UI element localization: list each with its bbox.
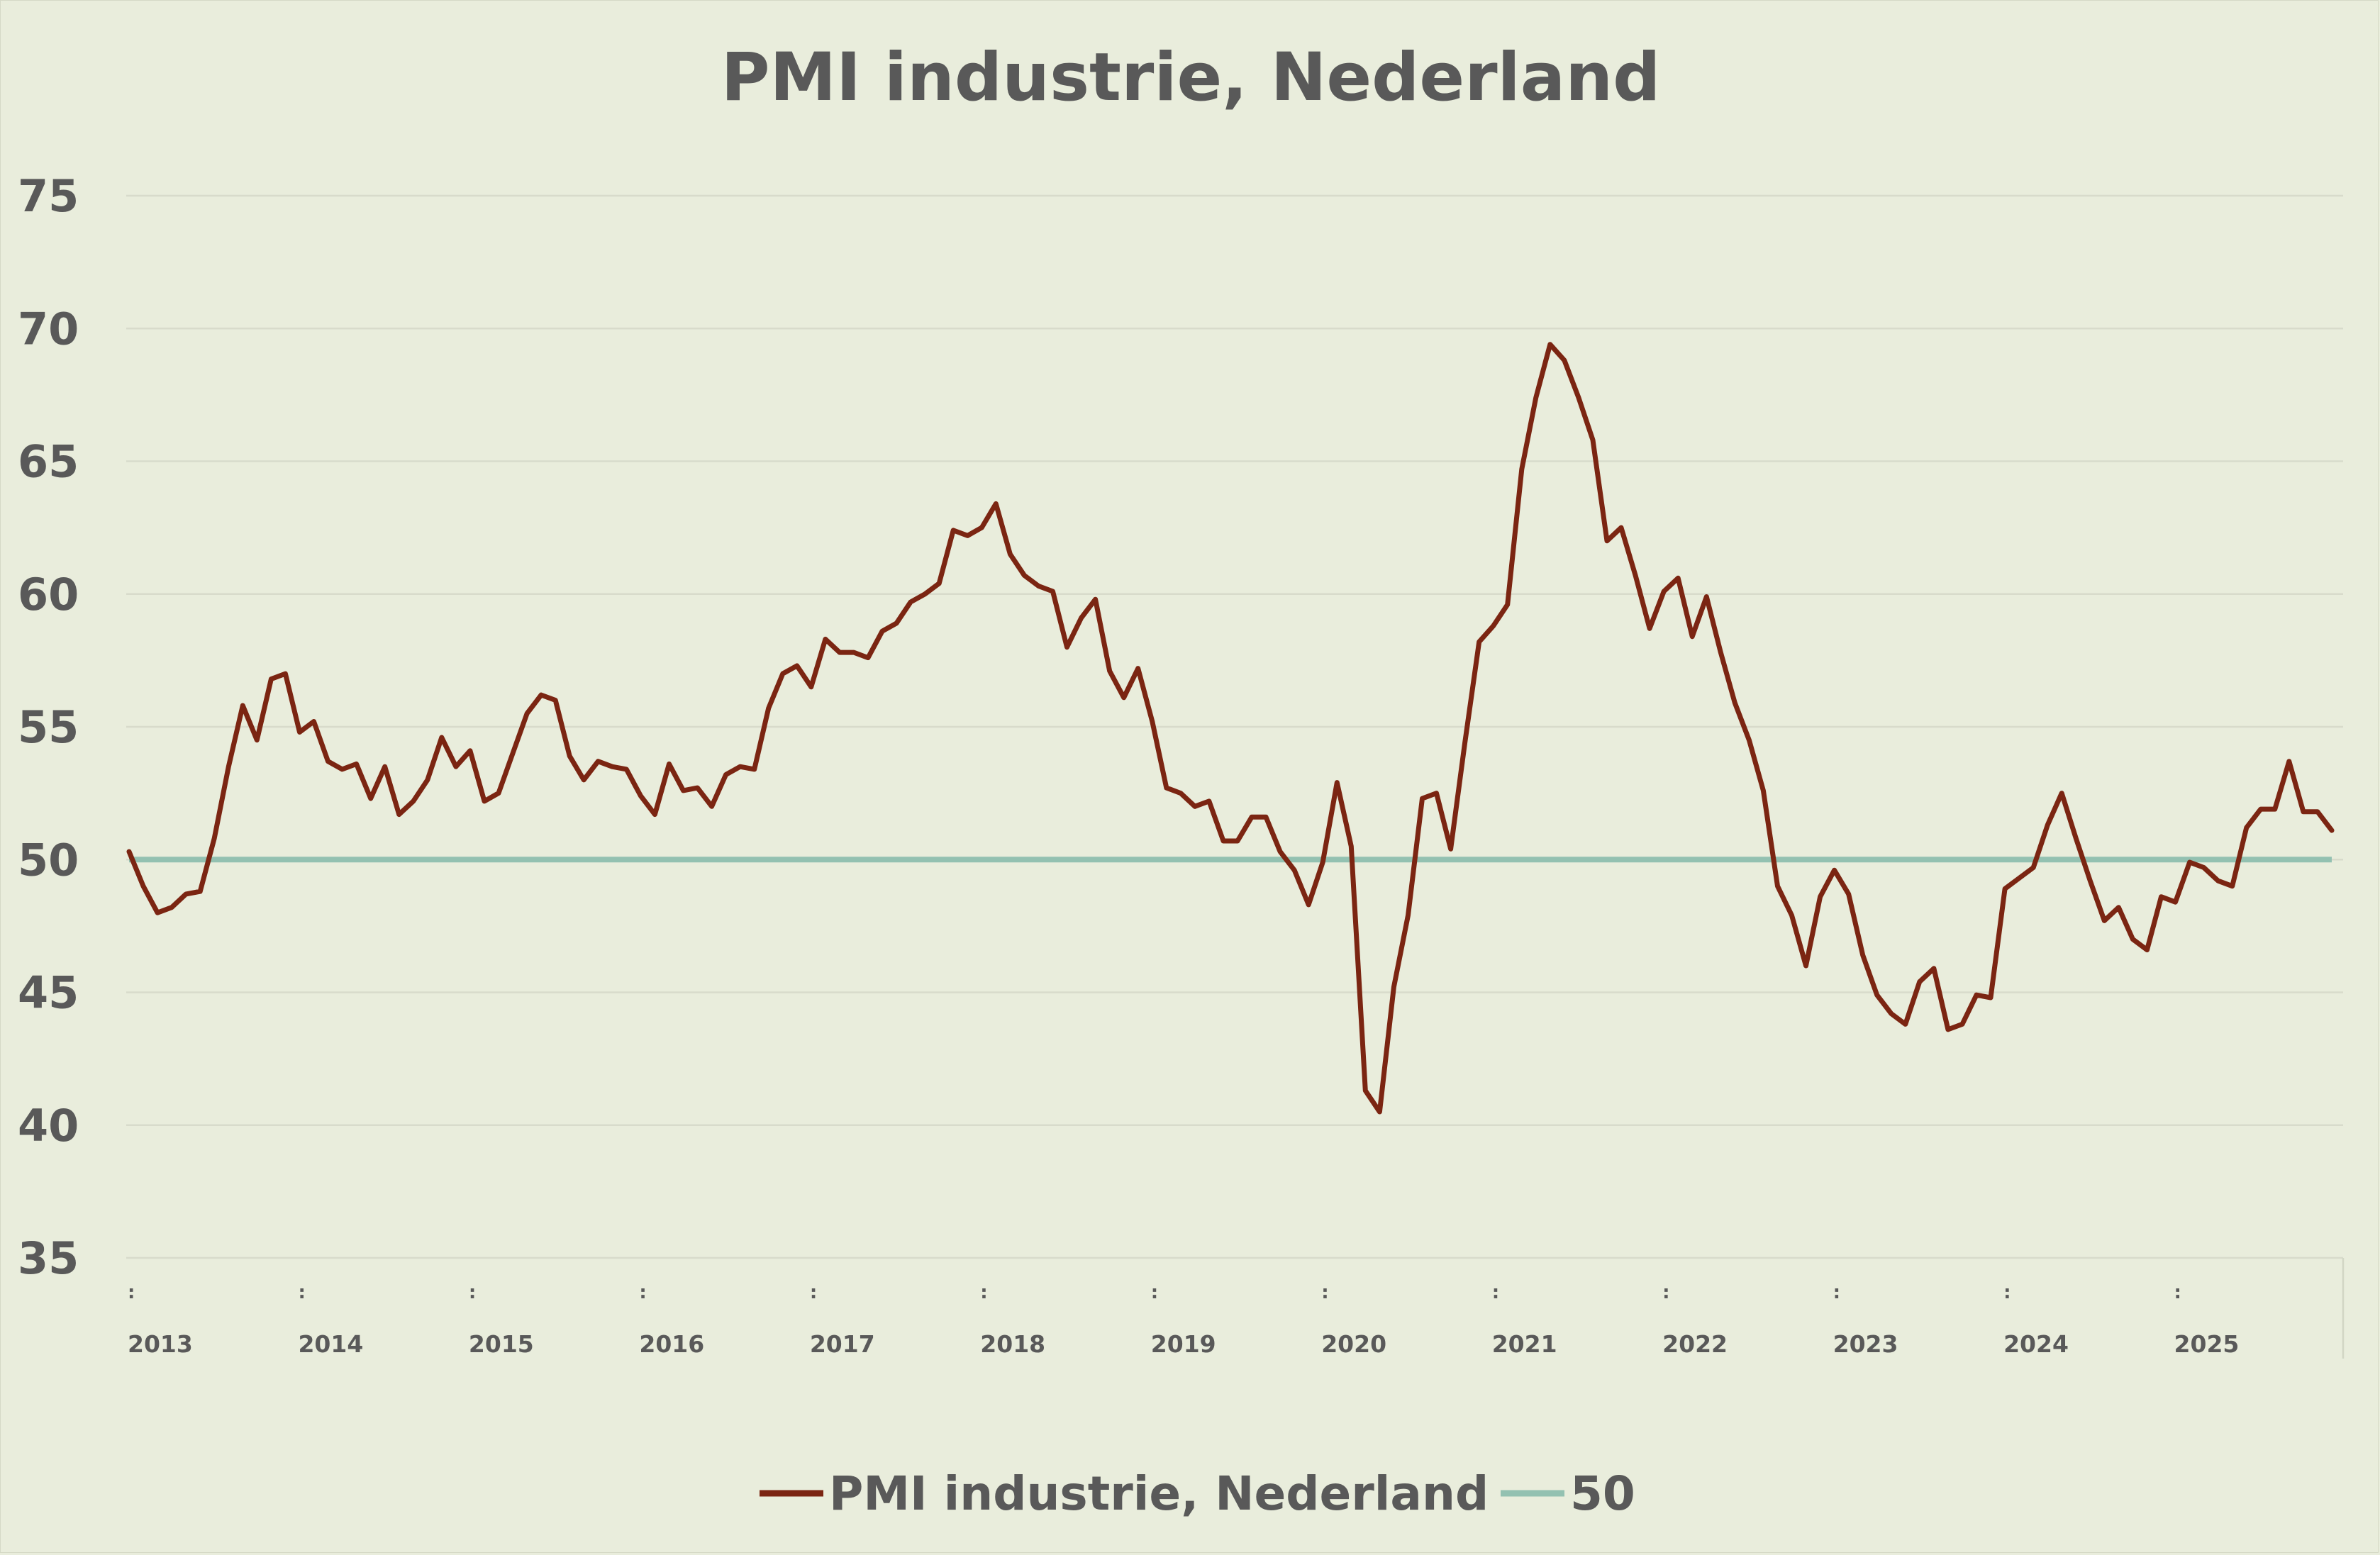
x-tick-2014: 2014 [298,1330,363,1358]
y-tick-60: 60 [18,569,79,620]
x-tick-marker-2025: : [2174,1282,2181,1303]
y-tick-50: 50 [18,834,79,886]
x-tick-2017: 2017 [810,1330,875,1358]
legend-label-pmi: PMI industrie, Nederland [829,1466,1489,1521]
series-layer [126,342,2335,1115]
x-tick-marker-2014: : [298,1282,305,1303]
x-tick-marker-2013: : [128,1282,135,1303]
y-tick-45: 45 [18,967,79,1019]
x-tick-2025: 2025 [2174,1330,2240,1358]
x-tick-marker-2020: : [1321,1282,1328,1303]
x-tick-2013: 2013 [128,1330,193,1358]
y-tick-75: 75 [18,170,79,222]
y-tick-35: 35 [18,1232,79,1284]
grid-layer [126,194,2345,1359]
x-tick-marker-2023: : [1833,1282,1840,1303]
x-tick-marker-2018: : [980,1282,987,1303]
x-tick-marker-2021: : [1492,1282,1499,1303]
x-tick-marker-2019: : [1151,1282,1158,1303]
chart-title: PMI industrie, Nederland [721,39,1661,116]
x-tick-marker-2016: : [639,1282,646,1303]
y-axis-ticks: 75 70 65 60 55 50 45 40 35 [18,170,79,1284]
x-tick-marker-2024: : [2003,1282,2011,1303]
x-tick-marker-2015: : [469,1282,476,1303]
y-tick-65: 65 [18,436,79,488]
x-axis-ticks: : 2013: 2014: 2015: 2016: 2017: 2018: 2019: 2020… [128,1282,2239,1358]
x-tick-2022: 2022 [1662,1330,1728,1358]
x-tick-2021: 2021 [1492,1330,1557,1358]
x-tick-marker-2022: : [1662,1282,1669,1303]
x-tick-marker-2017: : [810,1282,817,1303]
x-tick-2019: 2019 [1151,1330,1216,1358]
x-tick-2015: 2015 [469,1330,534,1358]
legend: PMI industrie, Nederland 50 [760,1466,1635,1521]
x-tick-2020: 2020 [1321,1330,1386,1358]
y-tick-70: 70 [18,303,79,355]
x-tick-2024: 2024 [2003,1330,2069,1358]
x-tick-2016: 2016 [639,1330,704,1358]
y-tick-40: 40 [18,1100,79,1152]
x-tick-2018: 2018 [980,1330,1045,1358]
series-line-pmi [126,342,2335,1115]
y-tick-55: 55 [18,701,79,753]
x-tick-2023: 2023 [1833,1330,1898,1358]
legend-label-50: 50 [1570,1466,1635,1521]
